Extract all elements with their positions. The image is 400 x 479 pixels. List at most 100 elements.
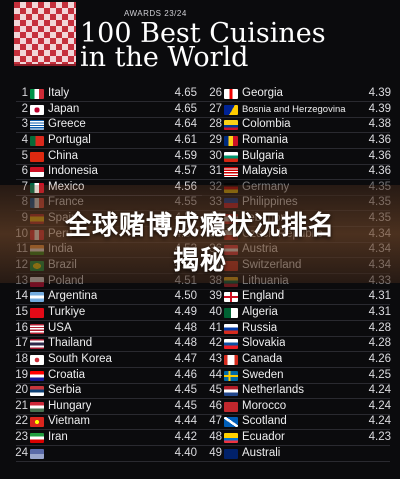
partial-flag-icon (30, 448, 44, 459)
rank-number: 16 (15, 321, 28, 334)
country-name: Mexico (48, 180, 84, 196)
row-divider (16, 398, 202, 400)
row-divider (202, 163, 390, 165)
headline-line2: 揭秘 (172, 246, 227, 276)
row-divider (16, 163, 202, 165)
italy-flag-icon (30, 89, 44, 99)
south-korea-flag-icon (30, 354, 44, 365)
table-row: 19 Croatia 4.46 (8, 368, 203, 384)
country-name: Sweden (242, 368, 284, 381)
country-name: Bulgaria (242, 149, 285, 162)
rating-score: 4.59 (174, 149, 197, 162)
row-divider (16, 257, 202, 259)
rank-number: 39 (209, 290, 222, 303)
row-divider (202, 273, 390, 275)
rank-number: 4 (21, 133, 28, 146)
rating-score: 4.54 (175, 227, 197, 243)
rating-score: 4.48 (174, 321, 197, 334)
row-divider (202, 335, 390, 337)
table-row: 27 Bosnia and Herzegovina 4.39 (202, 102, 397, 118)
page-title-line2: in the World (80, 42, 249, 73)
rating-score: 4.24 (368, 399, 391, 412)
rating-score: 4.65 (174, 87, 197, 99)
row-divider (202, 382, 390, 384)
poland-flag-icon (30, 276, 44, 287)
rank-number: 19 (15, 368, 28, 381)
rank-number: 13 (8, 274, 28, 290)
row-divider (16, 413, 202, 415)
rank-number: 41 (209, 321, 222, 334)
country-name: South Korea (48, 352, 112, 365)
country-name: Brazil (48, 258, 77, 274)
rating-score: 4.45 (174, 399, 197, 412)
ecuador-flag-icon (224, 433, 238, 444)
rank-number: 32 (202, 180, 222, 196)
canada-flag-icon (224, 354, 238, 365)
row-divider (202, 257, 390, 259)
country-name: Philippines (242, 195, 298, 211)
country-name: Greece (48, 118, 86, 131)
row-divider (202, 429, 390, 431)
rank-number: 5 (21, 149, 28, 162)
country-name: Lithuania (242, 274, 289, 290)
rank-number: 43 (209, 352, 222, 365)
rank-number: 12 (8, 258, 28, 274)
table-row: 37 Switzerland 4.34 (202, 258, 397, 275)
country-name: Scotland (242, 415, 287, 428)
country-name: Portugal (48, 133, 91, 146)
rating-score: 4.24 (368, 384, 391, 397)
header: AWARDS 23/24 100 Best Cuisines in the Wo… (0, 0, 400, 78)
table-row: 38 Lithuania 4.33 (202, 274, 397, 290)
row-divider (202, 210, 390, 212)
mexico-flag-icon (30, 182, 44, 193)
country-name: Italy (48, 87, 70, 99)
country-name: Hungary (48, 399, 92, 412)
rank-number: 26 (209, 87, 222, 99)
rating-score: 4.40 (174, 446, 197, 459)
iran-flag-icon (30, 433, 44, 444)
country-name: Colombia (242, 118, 291, 131)
table-row: 4 Portugal 4.61 (8, 133, 203, 149)
scotland-flag-icon (224, 417, 238, 428)
table-row: 44 Sweden 4.25 (202, 368, 397, 384)
row-divider (202, 413, 390, 415)
country-name: Thailand (48, 337, 93, 350)
rating-score: 4.54 (175, 211, 197, 227)
rank-number: 33 (202, 195, 222, 211)
row-divider (16, 241, 202, 243)
rank-number: 47 (209, 415, 222, 428)
country-name: Russia (242, 321, 278, 334)
morocco-flag-icon (224, 401, 238, 412)
country-name: Poland (48, 274, 84, 290)
rating-score: 4.33 (369, 274, 391, 290)
portugal-flag-icon (30, 135, 44, 146)
awards-label: AWARDS 23/24 (124, 9, 187, 18)
table-row: 23 Iran 4.42 (8, 430, 203, 447)
country-name: Algeria (242, 305, 278, 318)
table-row: 34 Lebanon 4.35 (202, 211, 397, 228)
country-name: Georgia (242, 87, 283, 99)
ranking-list-right: 26 Georgia 4.39 27 Bosnia and Herzegovina 4.3… (202, 86, 397, 462)
table-row: 30 Bulgaria 4.36 (202, 149, 397, 165)
bulgaria-flag-icon (224, 151, 238, 162)
table-row: 21 Hungary 4.45 (8, 399, 203, 415)
england-flag-icon (224, 292, 238, 303)
rank-number: 14 (15, 290, 28, 303)
row-divider (202, 304, 390, 306)
country-name: Lebanon (242, 211, 287, 227)
table-row: 41 Russia 4.28 (202, 321, 397, 337)
germany-flag-icon (224, 182, 238, 193)
table-row: 6 Indonesia 4.57 (8, 164, 203, 181)
rank-number: 40 (209, 305, 222, 318)
table-row: 36 Austria 4.34 (202, 242, 397, 259)
rating-score: 4.44 (174, 415, 197, 428)
argentina-flag-icon (30, 292, 44, 303)
table-row: 22 Vietnam 4.44 (8, 414, 203, 431)
row-divider (202, 147, 390, 149)
rank-number: 15 (15, 305, 28, 318)
rating-score: 4.25 (368, 368, 391, 381)
rating-score: 4.34 (369, 242, 391, 258)
row-divider (202, 445, 390, 447)
country-name: Slovakia (242, 337, 286, 350)
rating-score: 4.49 (174, 305, 197, 318)
